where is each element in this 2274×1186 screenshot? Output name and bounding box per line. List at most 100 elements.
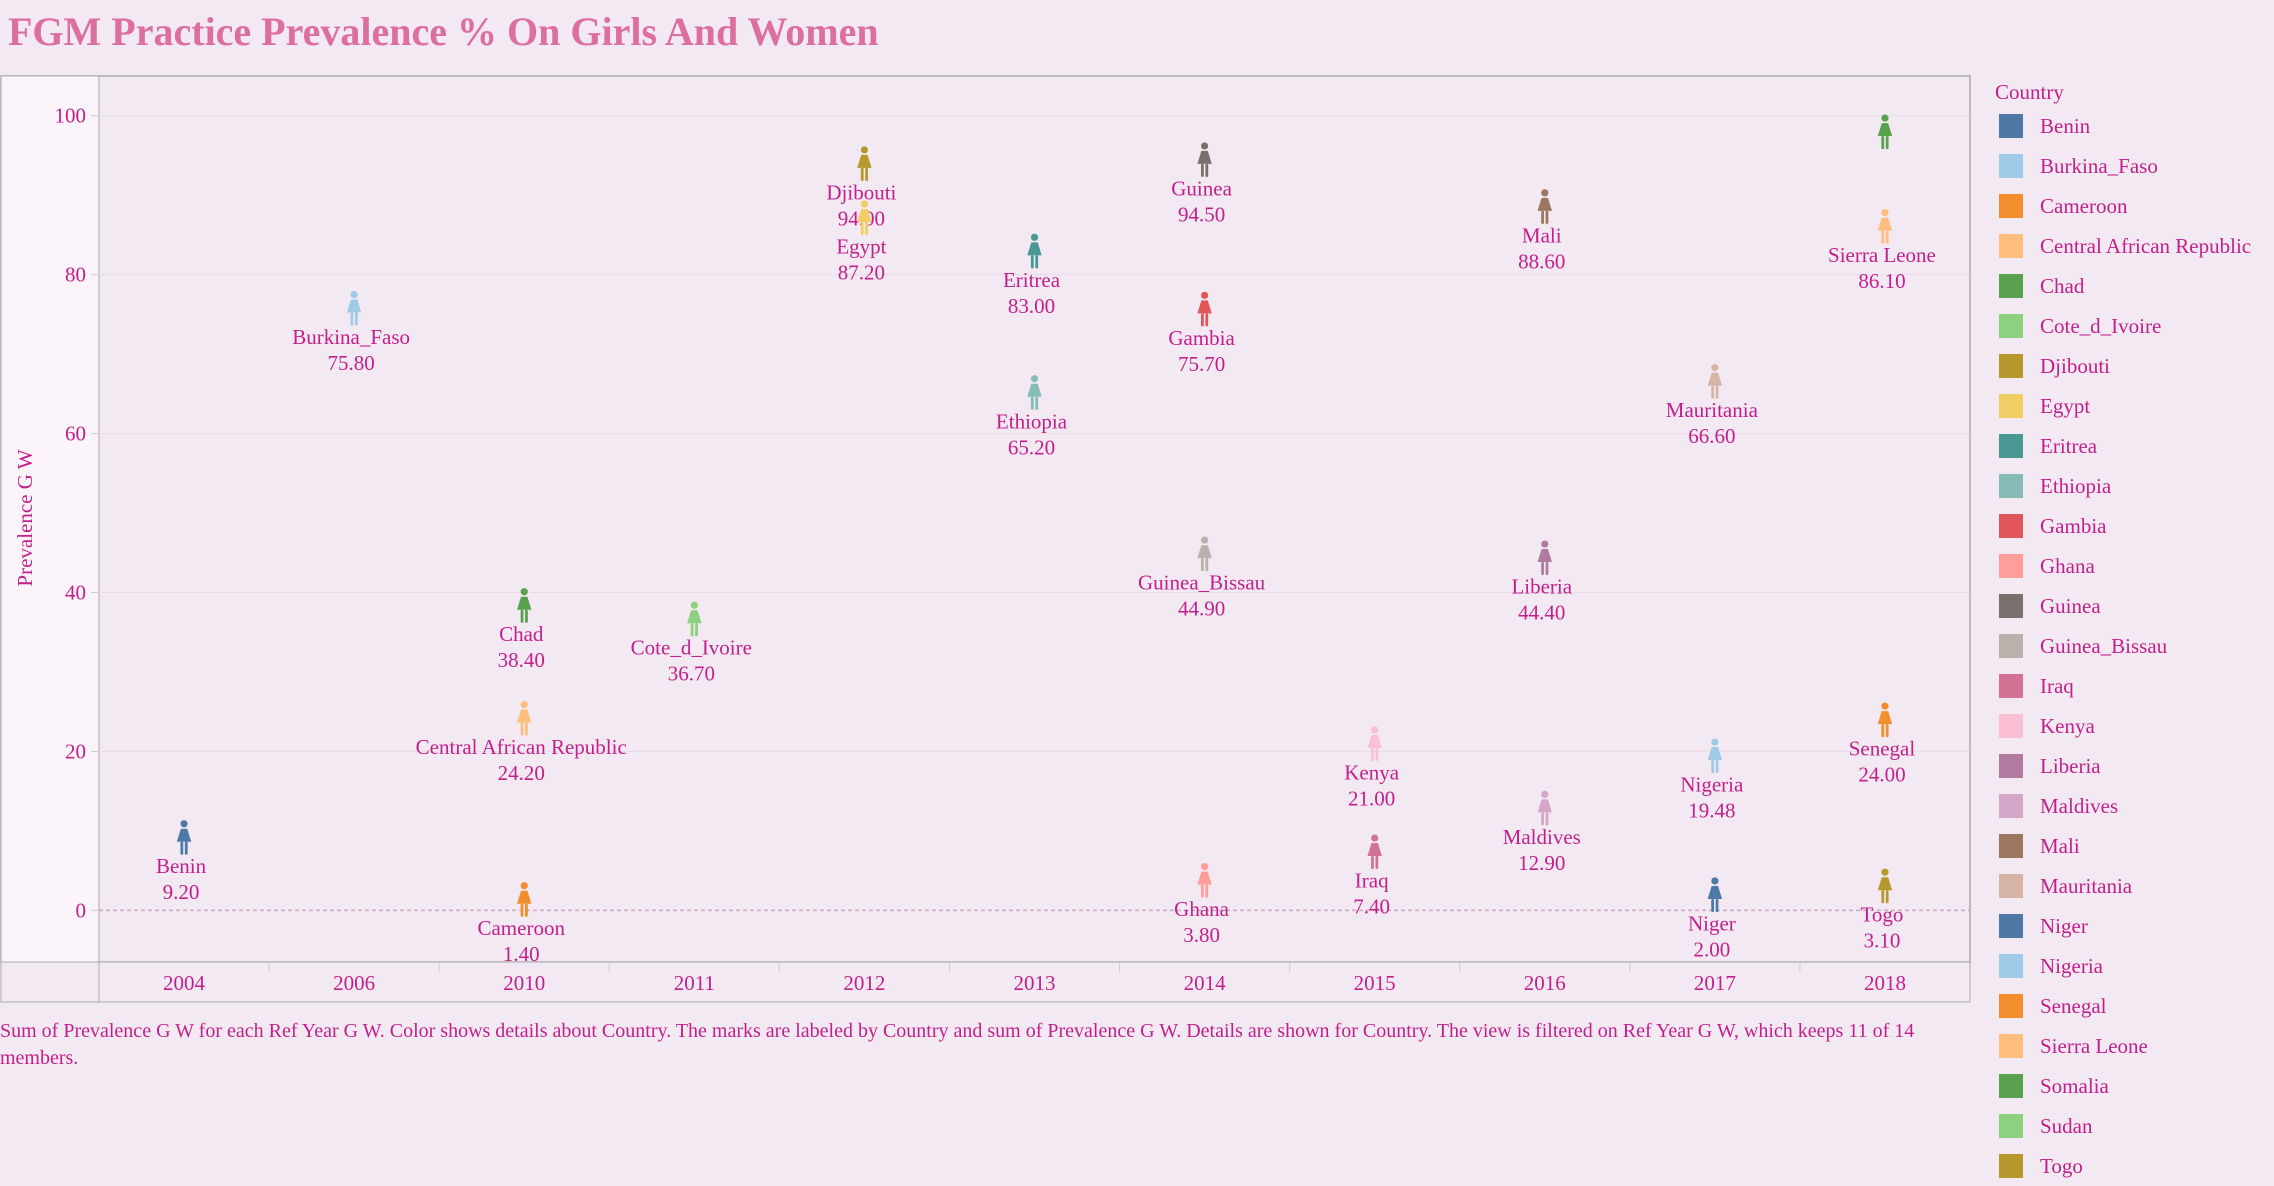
legend-swatch: [1999, 1034, 2023, 1058]
legend-swatch: [1999, 714, 2023, 738]
legend-item[interactable]: Guinea_Bissau: [1995, 626, 2270, 666]
legend-swatch: [1999, 994, 2023, 1018]
legend-item[interactable]: Eritrea: [1995, 426, 2270, 466]
x-tick-label: 2015: [1354, 971, 1396, 995]
legend-swatch: [1999, 354, 2023, 378]
legend-label: Togo: [2040, 1153, 2083, 1178]
legend-item[interactable]: Mali: [1995, 826, 2270, 866]
x-tick-label: 2012: [843, 971, 885, 995]
legend-swatch: [1999, 834, 2023, 858]
female-figure-icon: [1197, 291, 1212, 327]
legend-swatch: [1999, 594, 2023, 618]
y-tick-label: 0: [76, 898, 87, 922]
legend-item[interactable]: Senegal: [1995, 986, 2270, 1026]
legend-item[interactable]: Gambia: [1995, 506, 2270, 546]
female-figure-icon: [1367, 834, 1382, 870]
legend-item[interactable]: Central African Republic: [1995, 226, 2270, 266]
legend-item[interactable]: Maldives: [1995, 786, 2270, 826]
legend-item[interactable]: Liberia: [1995, 746, 2270, 786]
female-figure-icon: [857, 200, 872, 235]
legend-swatch: [1999, 794, 2023, 818]
legend-item[interactable]: Sudan: [1995, 1106, 2270, 1146]
mark-country-label: Guinea: [1171, 176, 1232, 200]
legend-swatch: [1999, 234, 2023, 258]
legend-swatch: [1999, 394, 2023, 418]
legend-item[interactable]: Burkina_Faso: [1995, 146, 2270, 186]
y-tick-label: 40: [65, 581, 86, 605]
mark-value-label: 19.48: [1688, 799, 1735, 823]
x-axis-corner: [0, 961, 100, 1003]
legend-item[interactable]: Niger: [1995, 906, 2270, 946]
x-tick-label: 2010: [503, 971, 545, 995]
female-figure-icon: [517, 588, 532, 623]
legend-swatch: [1999, 114, 2023, 138]
female-figure-icon: [517, 882, 532, 917]
legend-item[interactable]: Nigeria: [1995, 946, 2270, 986]
mark-country-label: Togo: [1861, 903, 1904, 927]
female-figure-icon: [517, 700, 532, 736]
mark-value-label: 87.20: [838, 260, 885, 284]
mark-value-label: 3.80: [1183, 923, 1220, 947]
legend-item[interactable]: Somalia: [1995, 1066, 2270, 1106]
female-figure-icon: [1877, 209, 1893, 244]
mark-value-label: 7.40: [1353, 895, 1390, 919]
mark-country-label: Liberia: [1511, 575, 1572, 599]
legend-item[interactable]: Djibouti: [1995, 346, 2270, 386]
mark-value-label: 21.00: [1348, 786, 1395, 810]
mark-country-label: Eritrea: [1003, 268, 1061, 292]
mark-country-label: Sierra Leone: [1828, 243, 1936, 267]
mark-value-label: 2.00: [1693, 937, 1730, 961]
mark-country-label: Cameroon: [477, 916, 565, 940]
legend-item[interactable]: Kenya: [1995, 706, 2270, 746]
plot-background: [0, 75, 1971, 963]
legend-item[interactable]: Egypt: [1995, 386, 2270, 426]
legend-label: Somalia: [2040, 1073, 2109, 1098]
legend-swatch: [1999, 434, 2023, 458]
legend-label: Senegal: [2040, 993, 2107, 1018]
chart: 0 20 40 60 80 100 2004 2006 2010 2011 2012 2013 201…: [0, 75, 1971, 1003]
legend-label: Sierra Leone: [2040, 1033, 2148, 1058]
x-tick-label: 2006: [333, 971, 375, 995]
mark-country-label: Iraq: [1355, 869, 1389, 893]
legend-label: Iraq: [2040, 673, 2074, 698]
legend-item[interactable]: Ghana: [1995, 546, 2270, 586]
female-figure-icon: [176, 820, 192, 855]
female-figure-icon: [346, 290, 362, 326]
chart-caption: Sum of Prevalence G W for each Ref Year …: [0, 1020, 1915, 1069]
legend-item[interactable]: Benin: [1995, 106, 2270, 146]
female-figure-icon: [1027, 233, 1042, 269]
legend-item[interactable]: Cameroon: [1995, 186, 2270, 226]
mark-value-label: 44.90: [1178, 597, 1225, 621]
legend-swatch: [1999, 194, 2023, 218]
legend-item[interactable]: Sierra Leone: [1995, 1026, 2270, 1066]
mark-value-label: 3.10: [1864, 929, 1901, 953]
legend-label: Egypt: [2040, 393, 2091, 418]
legend-swatch: [1999, 274, 2023, 298]
legend-label: Maldives: [2040, 793, 2119, 818]
legend-item[interactable]: Togo: [1995, 1146, 2270, 1186]
legend-label: Mauritania: [2040, 873, 2133, 898]
legend-item[interactable]: Guinea: [1995, 586, 2270, 626]
y-axis-label: Prevalence G W: [13, 449, 37, 586]
x-tick-label: 2014: [1184, 971, 1227, 995]
legend-label: Niger: [2040, 913, 2088, 938]
legend-swatch: [1999, 474, 2023, 498]
mark-country-label: Senegal: [1849, 737, 1916, 761]
female-figure-icon: [1367, 726, 1382, 761]
mark-value-label: 36.70: [668, 662, 715, 686]
legend-item[interactable]: Cote_d_Ivoire: [1995, 306, 2270, 346]
mark-value-label: 66.60: [1688, 424, 1735, 448]
legend-item[interactable]: Iraq: [1995, 666, 2270, 706]
mark-value-label: 75.70: [1178, 352, 1225, 376]
legend-item[interactable]: Mauritania: [1995, 866, 2270, 906]
female-figure-icon: [1197, 142, 1212, 177]
female-figure-icon: [687, 601, 702, 637]
mark-country-label: Mauritania: [1666, 398, 1759, 422]
legend-title: Country: [1995, 80, 2064, 104]
legend-item[interactable]: Ethiopia: [1995, 466, 2270, 506]
female-figure-icon: [1197, 536, 1212, 572]
legend-swatch: [1999, 314, 2023, 338]
mark-value-label: 1.40: [503, 942, 540, 966]
legend-item[interactable]: Chad: [1995, 266, 2270, 306]
legend-swatch: [1999, 154, 2023, 178]
